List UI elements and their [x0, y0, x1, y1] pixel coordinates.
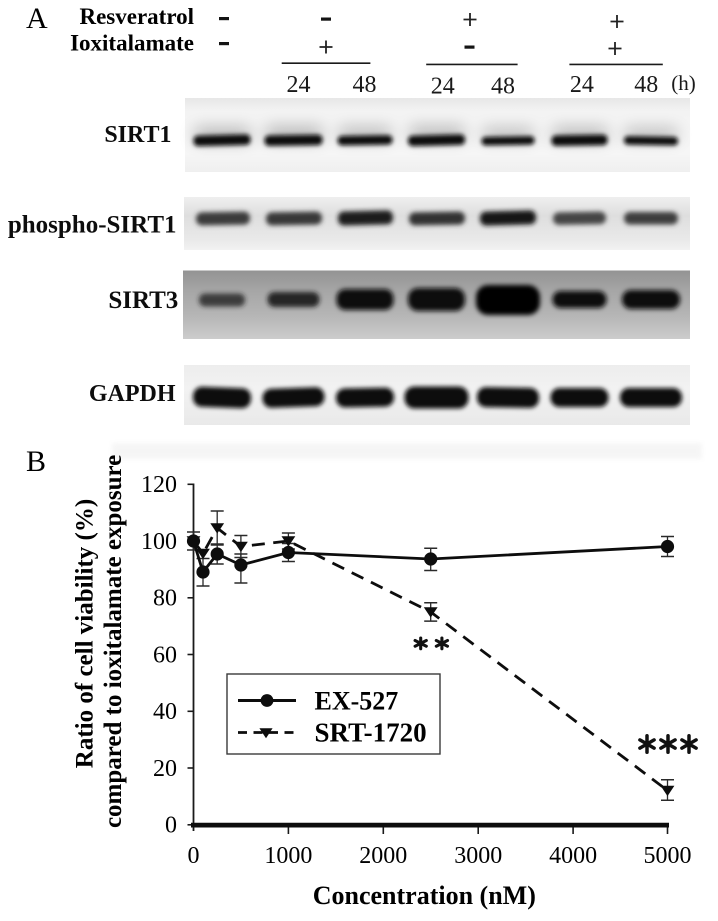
svg-text:4000: 4000 — [549, 843, 597, 869]
svg-text:Ratio of cell viability (%): Ratio of cell viability (%) — [72, 499, 99, 768]
svg-text:48: 48 — [634, 72, 658, 98]
svg-text:20: 20 — [153, 756, 177, 782]
svg-text:Ioxitalamate: Ioxitalamate — [70, 31, 194, 56]
svg-text:48: 48 — [353, 72, 377, 98]
svg-text:100: 100 — [141, 529, 177, 555]
svg-text:SRT-1720: SRT-1720 — [315, 718, 427, 748]
svg-text:Concentration (nM): Concentration (nM) — [313, 881, 536, 910]
svg-text:0: 0 — [188, 843, 200, 869]
svg-text:120: 120 — [141, 472, 177, 498]
svg-text:1000: 1000 — [264, 843, 312, 869]
svg-text:24: 24 — [431, 74, 455, 100]
svg-text:24: 24 — [287, 72, 311, 98]
svg-text:80: 80 — [153, 586, 177, 612]
svg-text:GAPDH: GAPDH — [89, 381, 176, 407]
svg-text:48: 48 — [491, 74, 515, 100]
svg-text:SIRT1: SIRT1 — [104, 122, 171, 148]
svg-text:5000: 5000 — [644, 843, 692, 869]
svg-text:Resveratrol: Resveratrol — [79, 4, 194, 29]
svg-text:60: 60 — [153, 642, 177, 668]
svg-text:24: 24 — [570, 72, 594, 98]
svg-text:(h): (h) — [671, 71, 696, 95]
svg-text:3000: 3000 — [454, 843, 502, 869]
svg-text:B: B — [26, 445, 46, 478]
svg-text:EX-527: EX-527 — [315, 687, 399, 716]
svg-text:phospho-SIRT1: phospho-SIRT1 — [8, 212, 177, 239]
svg-text:A: A — [26, 2, 48, 35]
svg-text:compared to ioxitalamate expos: compared to ioxitalamate exposure — [100, 455, 127, 828]
svg-text:0: 0 — [165, 813, 177, 839]
svg-text:SIRT3: SIRT3 — [108, 287, 178, 314]
svg-text:2000: 2000 — [359, 843, 407, 869]
svg-text:40: 40 — [153, 699, 177, 725]
